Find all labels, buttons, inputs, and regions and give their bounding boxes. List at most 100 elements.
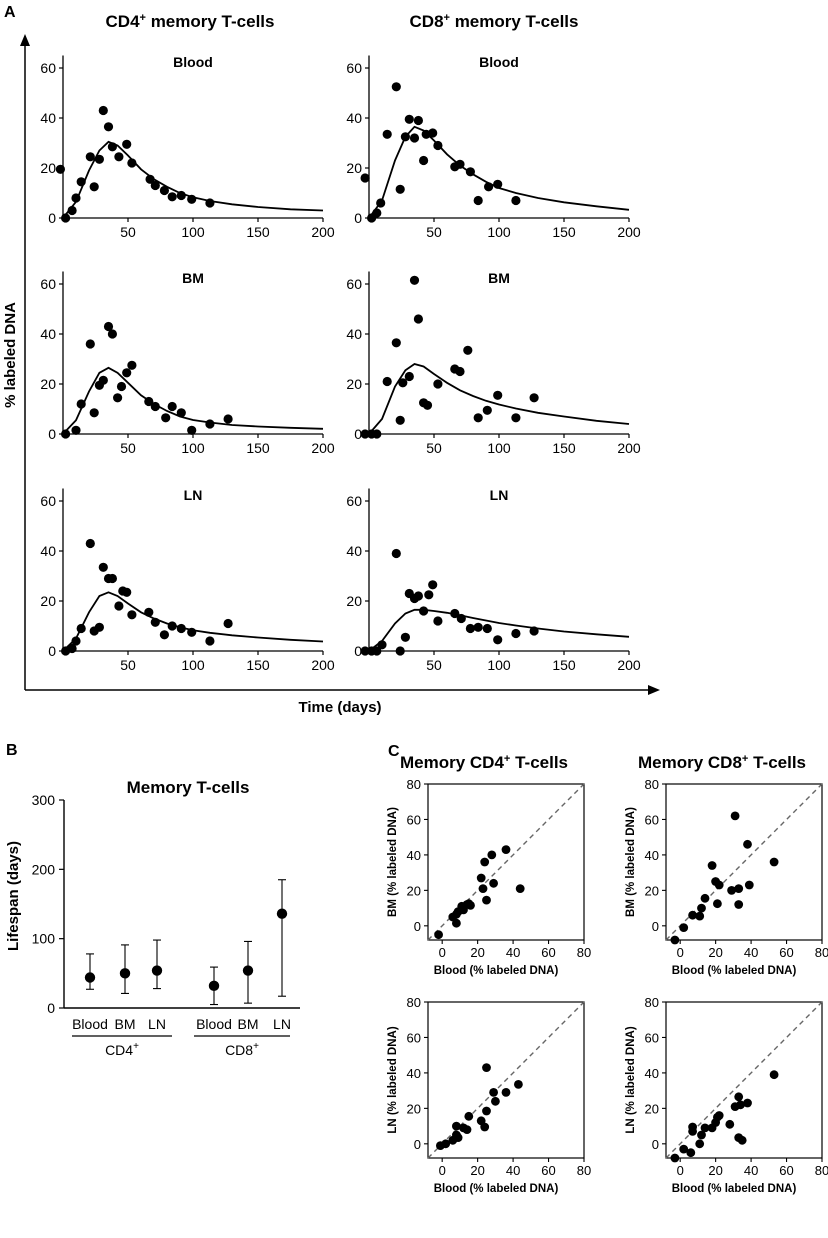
c-cd8-bm-y-tick-label: 40 [645,848,659,863]
c-cd8-bm-data-point [670,935,680,945]
cd8-blood-title: Blood [479,54,519,70]
cd4-bm-title: BM [182,270,204,286]
cd4-bm-data-point [122,368,132,378]
cd8-bm-data-point [413,314,423,324]
c-cd8-ln-data-point [714,1111,724,1120]
cd4-ln-x-tick-label: 200 [311,657,335,673]
cd8-ln-data-point [456,613,466,624]
cd8-ln-data-point [372,646,382,656]
c-cd8-bm-data-point [688,910,697,920]
c-cd4-ln-y-tick-label: 0 [414,1137,421,1152]
cd8-ln-data-point [529,626,539,636]
cd8-blood-y-tick-label: 40 [346,110,362,126]
cd8-bm-title: BM [488,270,510,286]
cd8-blood-data-point [409,133,420,143]
c-cd4-ln-data-point [452,1121,461,1131]
b-category-label: BM [115,1016,136,1032]
cd4-blood-data-point [176,190,186,201]
cd8-ln-x-tick-label: 100 [487,657,511,673]
cd4-bm-x-tick-label: 100 [181,440,205,456]
cd4-ln-x-tick-label: 50 [120,657,136,673]
cd4-bm-x-tick-label: 50 [120,440,136,456]
c-cd8-ln-data-point [686,1148,696,1158]
c-cd4-bm-data-point [478,884,488,893]
panel-letter-b: B [6,742,18,759]
cd4-blood-data-point [114,152,124,162]
c-cd8-ln-x-tick-label: 40 [744,1163,758,1178]
b-group-label: CD4+ [105,1041,139,1058]
cd4-blood-data-point [76,177,86,187]
cd8-ln-data-point [377,640,387,650]
cd4-blood-data-point [85,152,95,162]
cd4-blood-data-point [122,139,132,149]
cd8-bm-y-tick-label: 20 [346,376,362,392]
cd8-blood-data-point [455,159,465,169]
column-title-cd4: CD4+ memory T-cells [106,12,275,31]
cd8-blood-data-point [511,195,521,206]
cd4-bm-y-tick-label: 40 [40,326,56,342]
c-cd4-ln-y-tick-label: 20 [407,1101,421,1116]
cd8-blood-x-tick-label: 200 [617,224,641,240]
c-cd4-bm-data-point [480,857,490,867]
c-cd8-bm-y-label: BM (% labeled DNA) [625,807,637,917]
subplot-cd4-bm: 0 20 40 60 50 100 150 200 BM [40,270,334,456]
cd4-bm-data-point [113,393,123,403]
c-cd4-ln-x-tick-label: 80 [577,1163,591,1178]
cd8-blood-data-point [419,155,429,166]
cd4-ln-data-point [71,636,81,646]
cd8-ln-fit-curve [368,608,630,652]
cd4-ln-y-tick-label: 0 [48,643,56,659]
cd8-ln-data-point [413,591,423,601]
c-cd8-bm-data-point [695,911,705,921]
c-cd8-bm-data-point [700,893,710,903]
c-cd8-ln-x-tick-label: 0 [677,1163,684,1178]
cd4-blood-data-point [61,213,71,223]
cd8-blood-data-point [372,208,382,218]
cd8-bm-x-tick-label: 50 [426,440,442,456]
c-cd4-ln-data-point [462,1125,472,1134]
cd8-ln-data-point [433,616,443,626]
cd4-ln-fit-curve [62,591,324,652]
cd8-ln-data-point [450,608,460,619]
b-category-label: BM [238,1016,259,1032]
c-cd8-ln-y-tick-label: 0 [652,1137,659,1152]
cd4-blood-data-point [107,142,117,152]
cd8-blood-data-point [382,129,392,139]
c-cd4-ln-x-tick-label: 40 [506,1163,520,1178]
subplot-c-cd8-ln: 0 20 40 60 80 0 20 40 60 80 Blood (% labeled DNA) L… [625,995,828,1195]
column-title-cd4-rest: memory T-cells [146,12,275,31]
cd8-blood-data-point [395,184,405,194]
cd8-blood-data-point [493,179,503,189]
column-title-cd8-main: CD8 [410,12,444,31]
cd4-bm-y-tick-label: 20 [40,376,56,392]
panel-a-x-arrow-icon [648,685,660,695]
b-category-label: LN [273,1016,291,1032]
cd8-bm-data-point [455,366,465,377]
c-cd8-ln-data-point [670,1153,680,1163]
cd4-bm-data-point [161,413,171,423]
cd8-bm-data-point [398,378,408,388]
cd8-bm-y-tick-label: 40 [346,326,362,342]
cd4-bm-data-point [103,321,114,332]
c-cd8-bm-title-sup: + [742,753,748,765]
c-cd4-bm-data-point [489,878,498,888]
cd4-ln-data-point [176,623,186,634]
cd4-ln-x-tick-label: 150 [246,657,270,673]
c-cd4-bm-data-point [434,930,443,940]
c-cd8-bm-y-tick-label: 20 [645,883,659,898]
c-cd4-bm-y-tick-label: 60 [407,812,421,827]
cd8-blood-data-point [433,140,443,151]
b-mean-point [276,908,288,919]
cd4-ln-data-point [150,617,160,627]
c-cd8-bm-title-main: Memory CD8 [638,753,742,772]
c-cd8-ln-data-point [697,1130,706,1140]
cd8-blood-x-tick-label: 150 [552,224,576,240]
c-cd4-bm-data-point [515,884,525,893]
c-cd4-ln-data-point [480,1122,490,1132]
c-cd4-ln-data-point [491,1096,500,1106]
cd8-ln-x-tick-label: 150 [552,657,576,673]
subplot-c-cd8-bm: 0 20 40 60 80 0 20 40 60 80 Blood (% labeled DNA) B… [625,753,828,977]
c-cd8-ln-data-point [743,1098,752,1108]
cd8-ln-y-tick-label: 60 [346,493,362,509]
c-cd4-ln-data-point [514,1080,523,1089]
